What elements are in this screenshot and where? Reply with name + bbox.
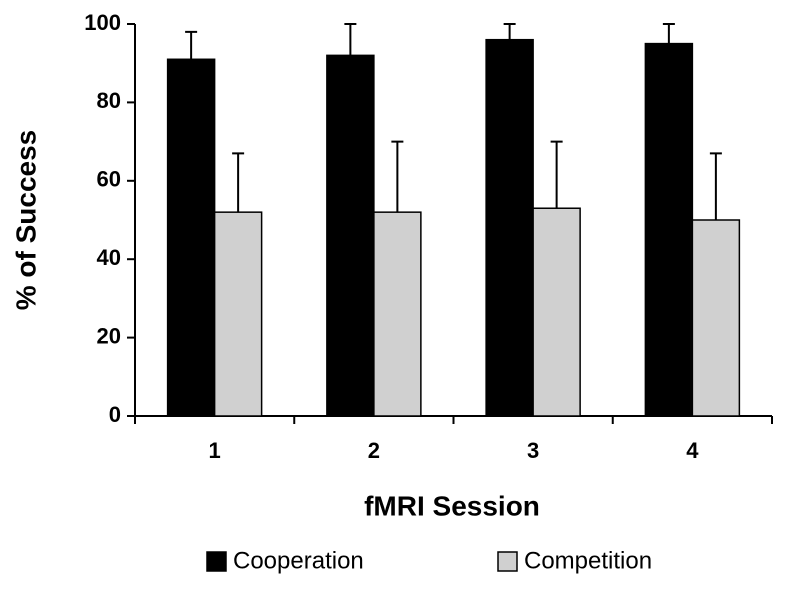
error-bar bbox=[185, 30, 198, 60]
bar bbox=[213, 211, 263, 417]
legend-swatch bbox=[497, 551, 518, 572]
bar bbox=[373, 211, 422, 417]
bar bbox=[326, 54, 375, 417]
legend-label: Competition bbox=[524, 547, 652, 574]
y-axis-title: % of Success bbox=[10, 130, 41, 311]
x-tick-label: 4 bbox=[686, 438, 699, 463]
y-tick-label: 0 bbox=[109, 402, 121, 427]
x-axis-title: fMRI Session bbox=[364, 490, 540, 521]
y-tick-label: 60 bbox=[97, 167, 121, 192]
bar bbox=[166, 58, 216, 417]
y-tick-label: 80 bbox=[97, 88, 121, 113]
bar bbox=[644, 42, 694, 417]
bar bbox=[485, 38, 534, 417]
error-bar bbox=[391, 140, 404, 213]
error-bar bbox=[709, 152, 722, 220]
x-tick-label: 1 bbox=[209, 438, 221, 463]
y-tick-label: 20 bbox=[97, 323, 121, 348]
bar bbox=[691, 219, 741, 417]
bar bbox=[532, 207, 581, 417]
error-bar bbox=[503, 23, 516, 40]
error-bar bbox=[550, 140, 563, 209]
x-tick-label: 3 bbox=[527, 438, 539, 463]
legend-label: Cooperation bbox=[233, 547, 364, 574]
error-bar bbox=[662, 23, 675, 44]
x-tick-label: 2 bbox=[368, 438, 380, 463]
error-bar bbox=[232, 152, 245, 213]
y-tick-label: 40 bbox=[97, 245, 121, 270]
y-tick-label: 100 bbox=[84, 10, 121, 35]
legend-swatch bbox=[206, 551, 227, 572]
error-bar bbox=[344, 23, 357, 56]
